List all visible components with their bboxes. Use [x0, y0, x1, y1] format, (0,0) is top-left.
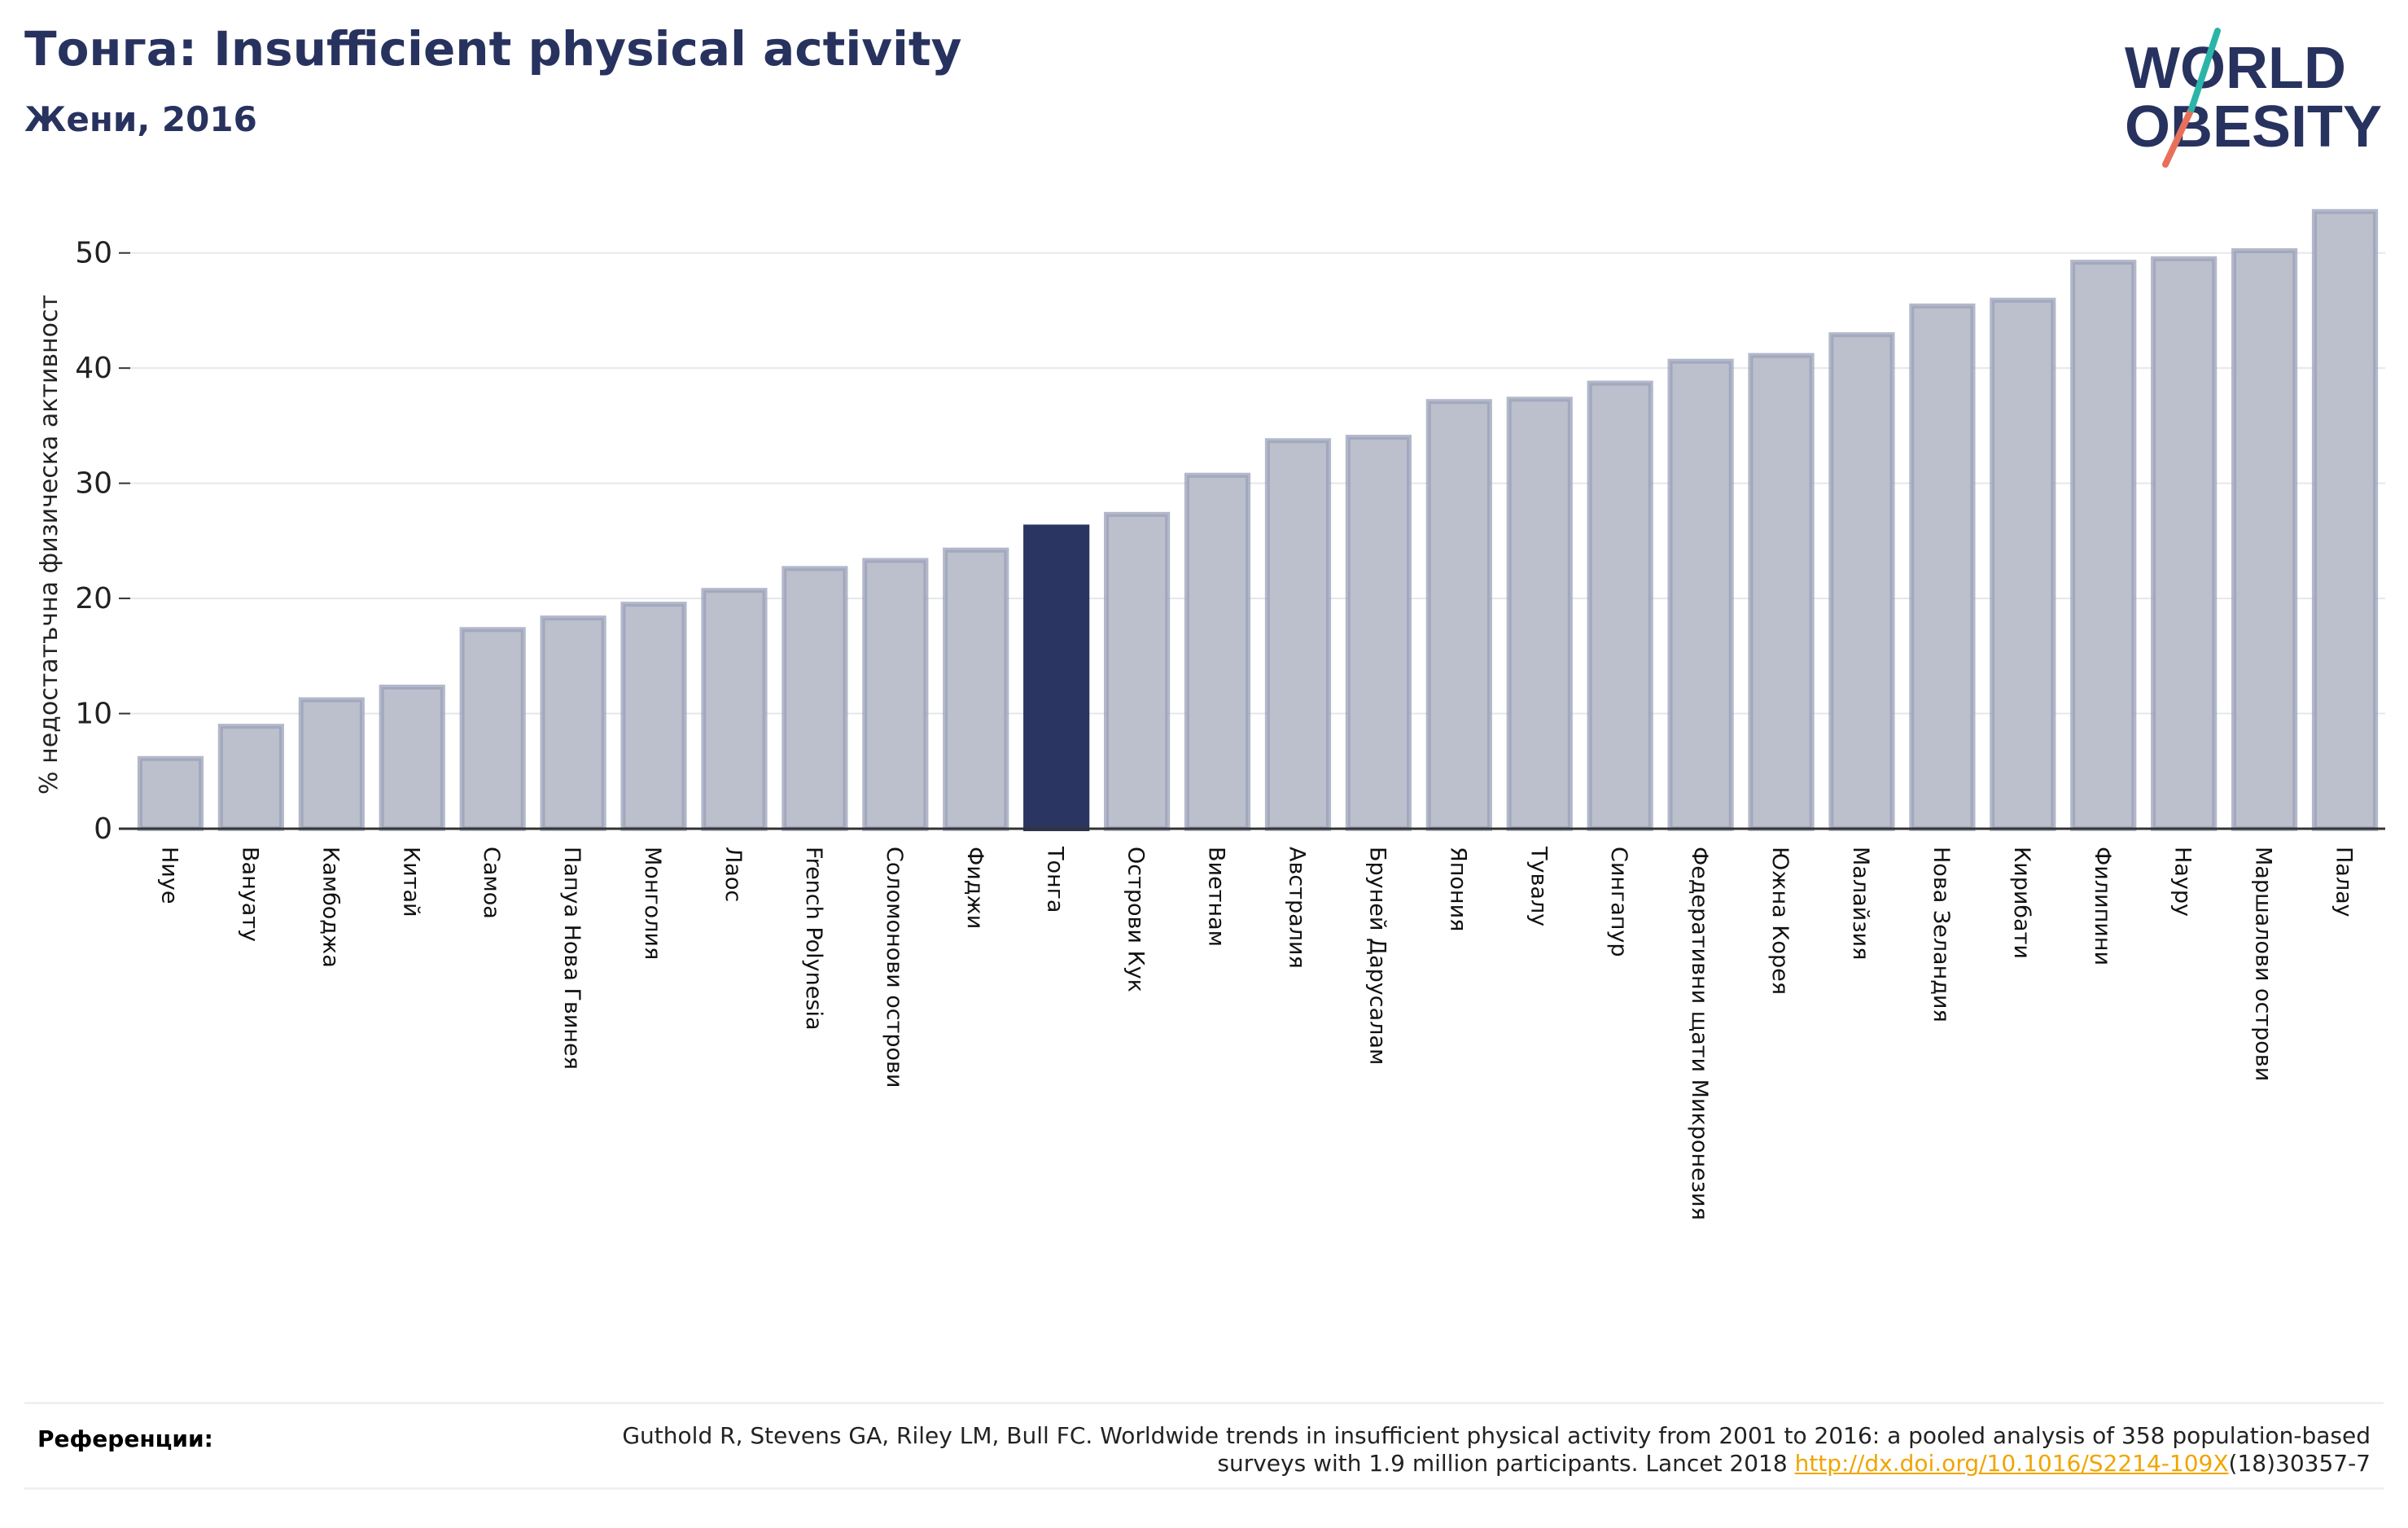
bar: [1748, 352, 1815, 831]
bar: [2070, 260, 2137, 831]
chart-title: Тонга: Insufficient physical activity: [24, 21, 962, 77]
x-tick-label: Япония: [1445, 847, 1470, 931]
bar: [1104, 511, 1171, 831]
x-tick-label: Кирибати: [2009, 847, 2034, 959]
x-tick-label: Южна Корея: [1767, 847, 1793, 995]
x-tick-label: Вануату: [237, 847, 262, 942]
bar-highlighted: [1023, 524, 1090, 831]
reference-citation: Guthold R, Stevens GA, Riley LM, Bull FC…: [622, 1422, 2371, 1477]
x-tick-label: Палау: [2331, 847, 2357, 917]
x-tick-label: Камбоджа: [317, 847, 343, 968]
logo-line2: OBESITY: [2125, 94, 2382, 160]
x-tick-label: Соломонови острови: [882, 847, 907, 1088]
bar: [1667, 358, 1734, 832]
bar-chart: 0 10 20 30 40 50 % недостатъчна физическа акти…: [35, 208, 2385, 1220]
y-tick-label: 50: [75, 237, 112, 270]
x-tick-label: Острови Кук: [1123, 847, 1149, 992]
bar: [2311, 208, 2379, 831]
references-text: Guthold R, Stevens GA, Riley LM, Bull FC…: [580, 1422, 2371, 1478]
references-label: Референции:: [37, 1425, 213, 1452]
reference-suffix: (18)30357-7: [2228, 1450, 2371, 1477]
y-tick-label: 40: [75, 352, 112, 385]
bar: [862, 558, 929, 831]
x-tick-label: Папуа Нова Гвинея: [559, 847, 584, 1070]
y-tick-label: 20: [75, 582, 112, 615]
y-tick-label: 0: [94, 812, 112, 846]
x-tick-label: Филипини: [2090, 847, 2115, 965]
bar: [217, 724, 284, 832]
world-obesity-logo: WORLD OBESITY: [2125, 28, 2382, 168]
x-tick-label: Китай: [398, 847, 423, 917]
y-tick-label: 10: [75, 698, 112, 731]
y-axis-label: % недостатъчна физическа активност: [35, 295, 63, 795]
x-tick-label: French Polynesia: [801, 847, 826, 1031]
x-tick-label: Маршалови острови: [2251, 847, 2276, 1081]
bar: [379, 685, 445, 832]
bar: [540, 615, 606, 831]
bar: [1184, 472, 1251, 831]
bar: [2151, 256, 2218, 831]
x-tick-label: Бруней Дарусалам: [1364, 847, 1390, 1065]
bar: [1264, 438, 1332, 831]
bar: [298, 697, 365, 832]
bar: [1506, 396, 1573, 831]
doi-link[interactable]: http://dx.doi.org/10.1016/S2214-109X: [1794, 1450, 2229, 1477]
logo-line1: WORLD: [2125, 36, 2346, 101]
bar: [620, 602, 687, 831]
x-tick-label: Федеративни щати Микронезия: [1687, 847, 1712, 1220]
x-tick-label: Лаос: [720, 847, 746, 902]
bar: [1345, 435, 1412, 832]
bar: [782, 566, 848, 832]
bar: [943, 547, 1009, 831]
bar: [137, 755, 204, 831]
bar: [459, 627, 526, 831]
x-tick-label: Ниуе: [156, 847, 182, 904]
x-tick-label: Австралия: [1284, 847, 1309, 969]
bar: [1990, 297, 2056, 831]
chart-subtitle: Жени, 2016: [24, 99, 257, 139]
x-tick-label: Виетнам: [1204, 847, 1229, 947]
logo-slash-coral: [2162, 106, 2195, 168]
x-tick-label: Тувалу: [1526, 846, 1551, 926]
bar: [701, 588, 768, 831]
bar: [1909, 303, 1976, 831]
bar: [2231, 247, 2298, 831]
x-tick-label: Науру: [2170, 847, 2196, 917]
x-tick-label: Тонга: [1043, 846, 1068, 913]
logo-slash-teal: [2188, 28, 2221, 112]
x-tick-label: Нова Зеландия: [1929, 847, 1954, 1022]
x-tick-label: Сингапур: [1606, 847, 1631, 957]
y-tick-label: 30: [75, 467, 112, 501]
x-tick-label: Малайзия: [1848, 847, 1873, 960]
references-section: Референции: Guthold R, Stevens GA, Riley…: [24, 1402, 2384, 1490]
bar: [1828, 332, 1895, 832]
x-tick-label: Фиджи: [962, 847, 987, 929]
x-tick-label: Монголия: [640, 847, 665, 960]
bar: [1425, 399, 1492, 832]
x-tick-label: Самоа: [479, 847, 504, 919]
bar: [1587, 380, 1653, 831]
